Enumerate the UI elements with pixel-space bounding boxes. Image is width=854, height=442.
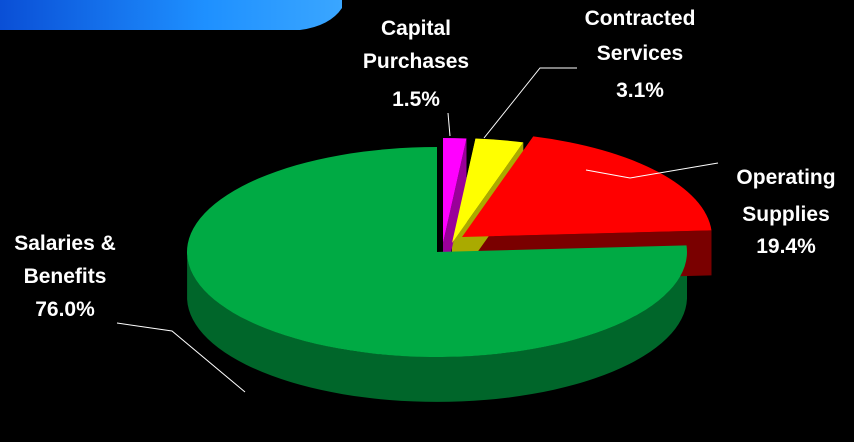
leader-line-capital (448, 113, 450, 136)
slice-label-line: Supplies (742, 203, 830, 226)
slice-label-line: Benefits (24, 265, 107, 288)
slice-label-line: Salaries & (14, 232, 116, 255)
slice-label-salaries: Salaries & Benefits 76.0% (14, 232, 116, 321)
slice-value-label: 19.4% (756, 235, 816, 258)
slice-label-line: Contracted (585, 7, 696, 30)
leader-line-contracted (484, 68, 577, 138)
slice-label-capital: Capital Purchases 1.5% (363, 17, 469, 111)
slice-label-line: Operating (736, 166, 835, 189)
slice-value-label: 1.5% (392, 88, 440, 111)
slice-label-contracted: Contracted Services 3.1% (585, 7, 696, 102)
slice-value-label: 76.0% (35, 298, 95, 321)
slice-label-line: Services (597, 42, 683, 65)
slice-label-operating: Operating Supplies 19.4% (736, 166, 835, 258)
slice-label-line: Purchases (363, 50, 469, 73)
slice-value-label: 3.1% (616, 79, 664, 102)
header-banner-shape (0, 0, 342, 30)
slice-label-line: Capital (381, 17, 451, 40)
